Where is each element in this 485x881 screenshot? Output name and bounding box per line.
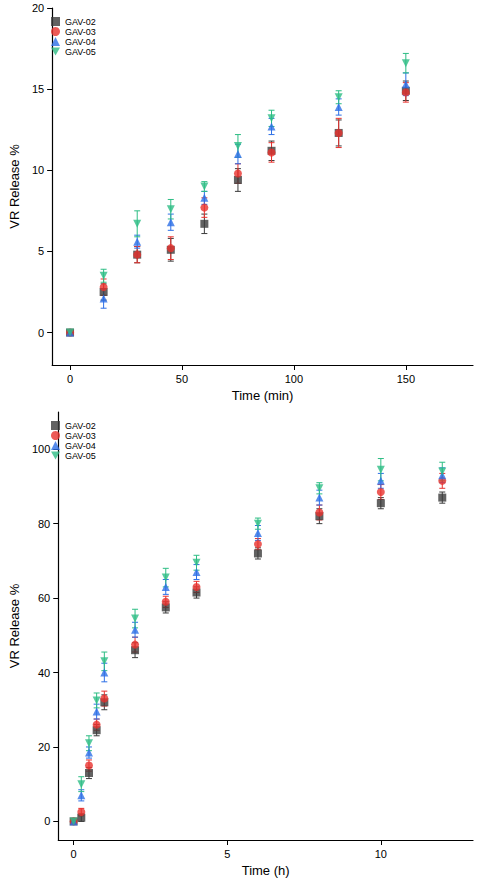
svg-text:80: 80 <box>38 518 50 530</box>
svg-text:VR Release %: VR Release % <box>7 144 22 229</box>
svg-text:150: 150 <box>397 373 415 385</box>
svg-text:20: 20 <box>38 741 50 753</box>
svg-text:GAV-04: GAV-04 <box>65 37 96 47</box>
svg-text:100: 100 <box>32 443 50 455</box>
svg-text:0: 0 <box>67 373 73 385</box>
svg-text:Time (h): Time (h) <box>242 863 290 878</box>
svg-text:5: 5 <box>38 245 44 257</box>
svg-text:10: 10 <box>375 848 387 860</box>
svg-text:GAV-05: GAV-05 <box>65 451 96 461</box>
svg-text:0: 0 <box>71 848 77 860</box>
svg-text:20: 20 <box>32 2 44 14</box>
svg-text:GAV-03: GAV-03 <box>65 27 96 37</box>
svg-text:50: 50 <box>176 373 188 385</box>
svg-text:GAV-02: GAV-02 <box>65 17 96 27</box>
svg-text:15: 15 <box>32 83 44 95</box>
svg-text:Time (min): Time (min) <box>232 388 294 403</box>
svg-text:0: 0 <box>38 327 44 339</box>
svg-text:10: 10 <box>32 164 44 176</box>
svg-text:VR Release %: VR Release % <box>7 583 22 668</box>
svg-text:40: 40 <box>38 667 50 679</box>
svg-text:0: 0 <box>44 815 50 827</box>
svg-text:GAV-02: GAV-02 <box>65 421 96 431</box>
svg-text:100: 100 <box>285 373 303 385</box>
svg-text:5: 5 <box>224 848 230 860</box>
svg-text:60: 60 <box>38 592 50 604</box>
svg-text:GAV-03: GAV-03 <box>65 431 96 441</box>
svg-text:GAV-04: GAV-04 <box>65 441 96 451</box>
svg-text:GAV-05: GAV-05 <box>65 47 96 57</box>
